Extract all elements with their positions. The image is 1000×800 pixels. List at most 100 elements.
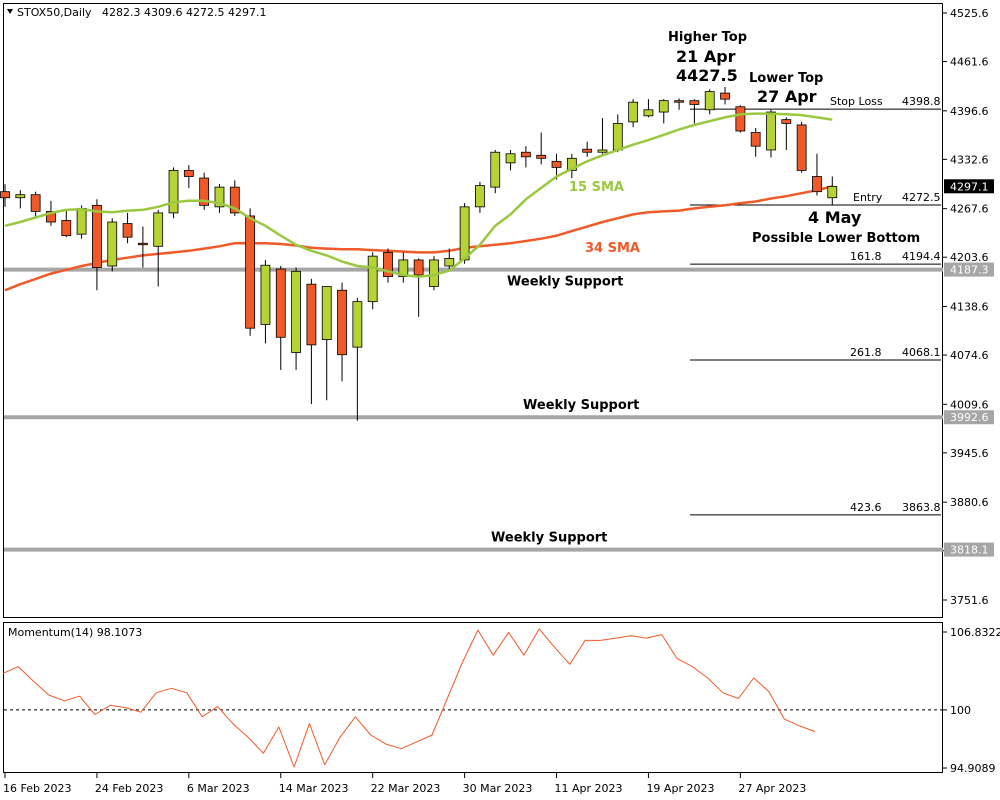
bearish-candle bbox=[275, 268, 286, 338]
current-price-tag bbox=[944, 179, 994, 194]
bullish-candle bbox=[352, 301, 363, 348]
fib-level-value: 4398.8 bbox=[902, 95, 941, 108]
bullish-candle bbox=[658, 100, 669, 113]
bullish-candle bbox=[214, 186, 225, 208]
bearish-candle bbox=[551, 160, 562, 168]
momentum-line bbox=[2, 628, 816, 768]
fib-level-name: 161.8 bbox=[850, 250, 882, 263]
price-tick-label: 4332.6 bbox=[950, 153, 989, 166]
date-tick-label: 19 Apr 2023 bbox=[646, 782, 714, 795]
bullish-candle bbox=[490, 151, 501, 188]
higher-top-label: Higher Top bbox=[668, 30, 747, 45]
date-tick-label: 30 Mar 2023 bbox=[463, 782, 533, 795]
weekly-support-label: Weekly Support bbox=[491, 531, 607, 546]
bullish-candle bbox=[168, 170, 179, 214]
bearish-candle bbox=[812, 176, 822, 193]
support-price-tag-label: 3992.6 bbox=[950, 411, 989, 424]
sma15-line bbox=[4, 112, 833, 278]
price-panel-border bbox=[3, 3, 943, 618]
bearish-candle bbox=[0, 191, 10, 199]
fib-level-value: 4194.4 bbox=[902, 250, 941, 263]
support-price-tag bbox=[944, 542, 994, 557]
bullish-candle bbox=[444, 258, 455, 267]
bearish-candle bbox=[337, 289, 347, 356]
price-tick-label: 4203.6 bbox=[950, 251, 989, 264]
fib-level-name: 423.6 bbox=[850, 501, 882, 514]
bullish-candle bbox=[15, 194, 26, 199]
bullish-candle bbox=[612, 123, 623, 151]
bearish-candle bbox=[137, 242, 148, 246]
bearish-candle bbox=[229, 186, 240, 214]
bullish-candle bbox=[628, 101, 639, 123]
momentum-title: Momentum(14) 98.1073 bbox=[8, 626, 142, 639]
bullish-candle bbox=[76, 207, 87, 235]
bullish-candle bbox=[153, 212, 164, 247]
lower-top-label: Lower Top bbox=[749, 71, 823, 86]
bearish-candle bbox=[30, 194, 41, 212]
weekly-support-label: Weekly Support bbox=[507, 275, 623, 290]
date-tick-label: 24 Feb 2023 bbox=[95, 782, 163, 795]
collapse-triangle-icon[interactable] bbox=[7, 9, 13, 14]
bearish-candle bbox=[582, 148, 593, 153]
bearish-candle bbox=[46, 210, 56, 223]
chart-title: STOX50,Daily bbox=[17, 6, 92, 19]
bearish-candle bbox=[796, 124, 807, 171]
price-tick-label: 4074.6 bbox=[950, 349, 989, 362]
bearish-candle bbox=[689, 100, 700, 105]
date-tick-label: 11 Apr 2023 bbox=[555, 782, 623, 795]
sma34-label: 34 SMA bbox=[585, 241, 640, 256]
bearish-candle bbox=[383, 251, 393, 278]
fib-level-value: 3863.8 bbox=[902, 501, 941, 514]
bullish-candle bbox=[260, 264, 271, 325]
bullish-candle bbox=[475, 185, 485, 208]
fib-level-value: 4068.1 bbox=[902, 346, 941, 359]
bearish-candle bbox=[183, 170, 194, 177]
bullish-candle bbox=[704, 91, 715, 111]
fib-level-name: Stop Loss bbox=[830, 95, 883, 108]
bullish-candle bbox=[459, 206, 470, 261]
date-tick-label: 22 Mar 2023 bbox=[371, 782, 441, 795]
bullish-candle bbox=[566, 157, 577, 171]
bearish-candle bbox=[674, 100, 684, 103]
date-tick-label: 14 Mar 2023 bbox=[279, 782, 349, 795]
bearish-candle bbox=[92, 204, 102, 268]
support-price-tag bbox=[944, 410, 994, 425]
price-tick-label: 4461.6 bbox=[950, 56, 989, 69]
bullish-candle bbox=[505, 153, 516, 164]
ohlc-readout: 4282.3 4309.6 4272.5 4297.1 bbox=[102, 6, 266, 19]
sma15-label: 15 SMA bbox=[569, 180, 624, 195]
price-tick-label: 4396.6 bbox=[950, 105, 989, 118]
price-tick-label: 4138.6 bbox=[950, 301, 989, 314]
bullish-candle bbox=[827, 185, 838, 199]
momentum-tick-label: 106.8322 bbox=[950, 626, 1000, 639]
support-price-tag-label: 4187.3 bbox=[950, 264, 989, 277]
bearish-candle bbox=[781, 119, 792, 124]
price-tick-label: 4525.6 bbox=[950, 7, 989, 20]
price-tick-label: 3751.6 bbox=[950, 594, 989, 607]
bullish-candle bbox=[643, 109, 654, 117]
date-tick-label: 6 Mar 2023 bbox=[187, 782, 250, 795]
bearish-candle bbox=[536, 154, 547, 159]
bullish-candle bbox=[766, 111, 776, 151]
higher-top-price: 4427.5 bbox=[676, 66, 738, 85]
bearish-candle bbox=[720, 92, 730, 100]
bearish-candle bbox=[61, 220, 72, 237]
date-tick-label: 27 Apr 2023 bbox=[738, 782, 806, 795]
fib-level-name: Entry bbox=[853, 191, 883, 204]
bullish-candle bbox=[367, 255, 378, 303]
current-price-tag-label: 4297.1 bbox=[950, 180, 989, 193]
bearish-candle bbox=[750, 132, 761, 147]
bearish-candle bbox=[520, 151, 531, 158]
price-tick-label: 3880.6 bbox=[950, 496, 989, 509]
bearish-candle bbox=[306, 283, 317, 346]
lower-top-date: 27 Apr bbox=[757, 87, 817, 106]
fib-level-value: 4272.5 bbox=[902, 191, 941, 204]
bearish-candle bbox=[199, 177, 210, 206]
bearish-candle bbox=[245, 215, 256, 329]
bearish-candle bbox=[122, 223, 133, 238]
price-tick-label: 4267.6 bbox=[950, 203, 989, 216]
bullish-candle bbox=[398, 259, 409, 278]
price-tick-label: 4009.6 bbox=[950, 398, 989, 411]
fib-level-name: 261.8 bbox=[850, 346, 882, 359]
